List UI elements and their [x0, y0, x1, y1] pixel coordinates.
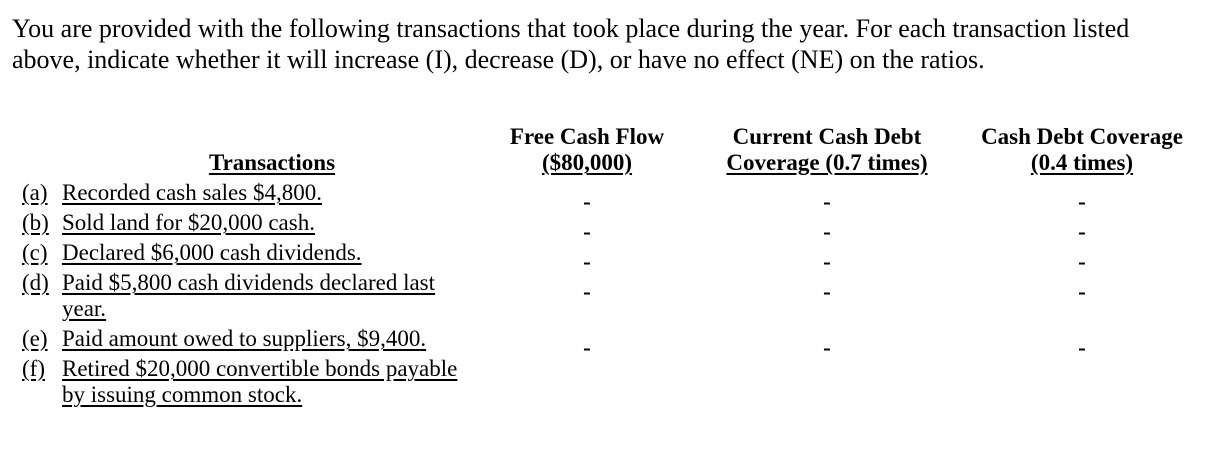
answer-dash: -	[1078, 219, 1086, 244]
answer-dash: -	[1078, 335, 1086, 360]
answer-cell-d-free-cash-flow: -	[482, 270, 692, 322]
answer-cell-c-free-cash-flow: -	[482, 240, 692, 274]
answer-cell-c-current-cash-debt-coverage: -	[692, 240, 962, 274]
column-header-free-cash-flow: Free Cash Flow ($80,000)	[482, 124, 692, 176]
header-spacer	[22, 124, 62, 176]
column-header-current-cash-debt-coverage: Current Cash Debt Coverage (0.7 times)	[692, 124, 962, 176]
transaction-text-d: Paid $5,800 cash dividends declared last…	[62, 270, 436, 321]
cash-debt-coverage-header-line2: (0.4 times)	[1030, 150, 1134, 175]
answer-dash: -	[1078, 279, 1086, 304]
answer-cell-b-free-cash-flow: -	[482, 210, 692, 244]
row-letter-b: (b)	[22, 210, 49, 235]
transaction-text-b: Sold land for $20,000 cash.	[62, 210, 315, 235]
answer-dash: -	[583, 219, 591, 244]
answer-cell-b-current-cash-debt-coverage: -	[692, 210, 962, 244]
answer-cell-e-current-cash-debt-coverage: -	[692, 326, 962, 360]
answer-cell-a-free-cash-flow: -	[482, 180, 692, 214]
answer-dash: -	[583, 249, 591, 274]
answer-dash: -	[583, 279, 591, 304]
free-cash-flow-header-line1: Free Cash Flow	[509, 124, 665, 149]
answer-cell-f-free-cash-flow	[482, 356, 692, 408]
current-cash-debt-header-line1: Current Cash Debt	[732, 124, 922, 149]
answer-cell-d-cash-debt-coverage: -	[962, 270, 1202, 322]
answer-dash: -	[823, 219, 831, 244]
answer-dash: -	[823, 249, 831, 274]
column-header-cash-debt-coverage: Cash Debt Coverage (0.4 times)	[962, 124, 1202, 176]
row-letter-c: (c)	[22, 240, 48, 265]
transaction-text-a: Recorded cash sales $4,800.	[62, 180, 322, 205]
answer-dash: -	[1078, 249, 1086, 274]
answer-dash: -	[823, 279, 831, 304]
row-letter-e: (e)	[22, 326, 48, 351]
answer-cell-a-current-cash-debt-coverage: -	[692, 180, 962, 214]
answer-cell-c-cash-debt-coverage: -	[962, 240, 1202, 274]
answer-dash: -	[583, 189, 591, 214]
transactions-ratio-table: Transactions Free Cash Flow ($80,000) Cu…	[22, 124, 1202, 408]
answer-cell-b-cash-debt-coverage: -	[962, 210, 1202, 244]
answer-cell-f-current-cash-debt-coverage	[692, 356, 962, 408]
column-header-transactions: Transactions	[62, 124, 482, 176]
cash-debt-coverage-header-line1: Cash Debt Coverage	[981, 124, 1183, 149]
row-letter-a: (a)	[22, 180, 48, 205]
row-letter-d: (d)	[22, 270, 49, 295]
answer-cell-d-current-cash-debt-coverage: -	[692, 270, 962, 322]
transaction-text-f: Retired $20,000 convertible bonds payabl…	[62, 356, 458, 407]
transactions-header-label: Transactions	[208, 150, 336, 175]
answer-cell-a-cash-debt-coverage: -	[962, 180, 1202, 214]
answer-cell-e-cash-debt-coverage: -	[962, 326, 1202, 360]
current-cash-debt-header-line2: Coverage (0.7 times)	[726, 150, 928, 175]
answer-dash: -	[823, 189, 831, 214]
answer-cell-f-cash-debt-coverage	[962, 356, 1202, 408]
answer-dash: -	[823, 335, 831, 360]
instructions-text: You are provided with the following tran…	[12, 14, 1130, 74]
answer-dash: -	[1078, 189, 1086, 214]
answer-dash: -	[583, 335, 591, 360]
answer-cell-e-free-cash-flow: -	[482, 326, 692, 360]
transaction-text-e: Paid amount owed to suppliers, $9,400.	[62, 326, 427, 351]
row-letter-f: (f)	[22, 356, 45, 381]
free-cash-flow-header-line2: ($80,000)	[541, 150, 633, 175]
transaction-text-c: Declared $6,000 cash dividends.	[62, 240, 362, 265]
